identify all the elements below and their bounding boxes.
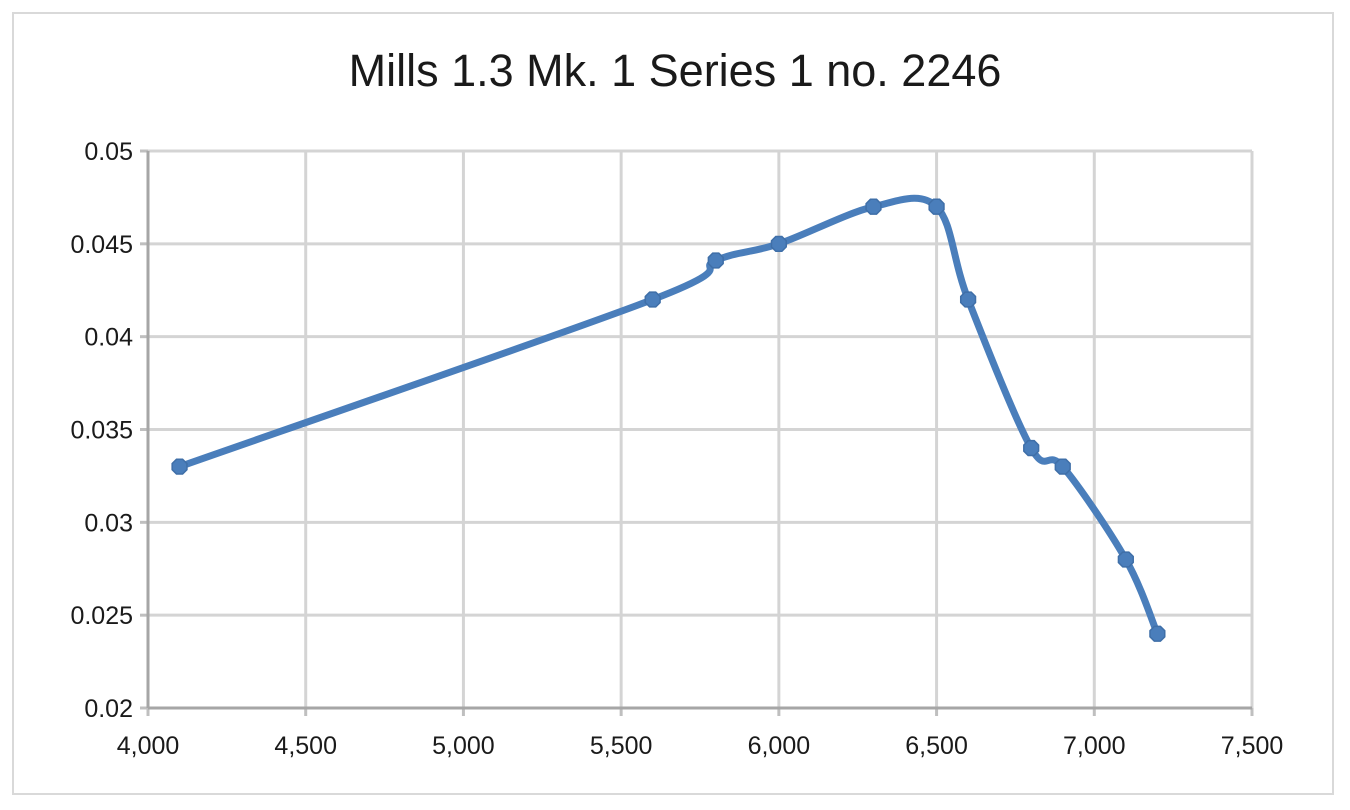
data-point: [644, 291, 661, 308]
y-tick-label: 0.05: [84, 138, 133, 166]
axes: [140, 149, 1254, 716]
data-point: [1054, 458, 1071, 475]
x-tick-label: 4,500: [274, 732, 337, 760]
data-point: [1117, 551, 1134, 568]
data-point: [928, 198, 945, 215]
series-line: [176, 194, 1161, 638]
y-tick-label: 0.035: [70, 417, 133, 445]
x-tick-label: 7,500: [1221, 732, 1284, 760]
series-layer: [171, 194, 1166, 642]
data-point: [770, 235, 787, 252]
y-tick-label: 0.045: [70, 231, 133, 259]
x-axis-tick-labels: 4,000 4,500 5,000 5,500 6,000 6,500 7,000 7,500: [117, 732, 1284, 760]
data-point: [707, 252, 724, 269]
y-tick-label: 0.03: [84, 509, 133, 537]
data-point: [959, 291, 977, 308]
data-point: [171, 458, 188, 475]
chart-frame: [12, 12, 1334, 795]
x-tick-label: 7,000: [1063, 732, 1126, 760]
data-point: [865, 198, 882, 215]
chart-title: Mills 1.3 Mk. 1 Series 1 no. 2246: [348, 45, 1002, 96]
x-tick-label: 5,000: [432, 732, 495, 760]
x-tick-label: 6,500: [905, 732, 968, 760]
y-tick-label: 0.02: [84, 695, 133, 723]
data-point: [1149, 625, 1166, 642]
y-axis-tick-labels: 0.02 0.025 0.03 0.035 0.04 0.045 0.05: [70, 138, 133, 723]
x-tick-label: 5,500: [590, 732, 653, 760]
data-point: [1023, 439, 1040, 457]
x-tick-label: 6,000: [748, 732, 811, 760]
gridlines: [148, 149, 1254, 708]
y-tick-label: 0.025: [70, 602, 133, 630]
x-tick-label: 4,000: [117, 732, 180, 760]
y-tick-label: 0.04: [84, 324, 133, 352]
